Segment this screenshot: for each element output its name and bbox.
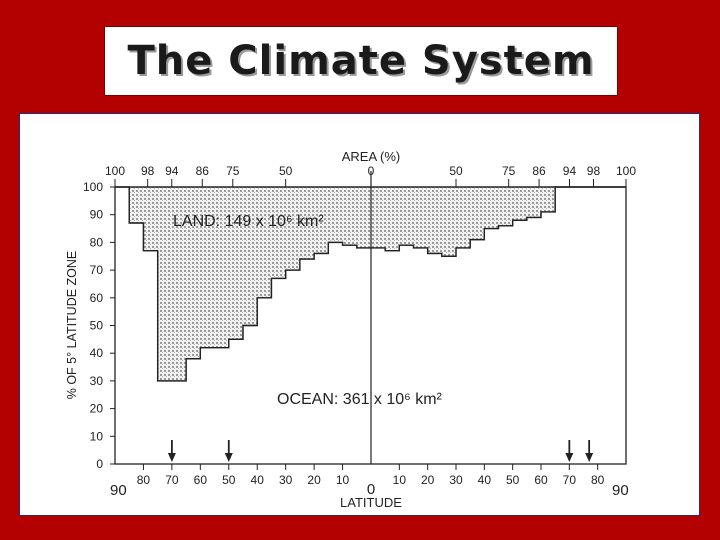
top-tick-label: 94 bbox=[563, 164, 577, 178]
top-tick-label: 75 bbox=[502, 164, 516, 178]
x-tick-label: 80 bbox=[137, 473, 151, 487]
y-axis-label: % OF 5° LATITUDE ZONE bbox=[65, 251, 79, 400]
x-tick-label: 60 bbox=[194, 473, 208, 487]
x-tick-label: 40 bbox=[478, 473, 492, 487]
y-tick-label: 60 bbox=[90, 291, 104, 305]
x-end-label-right: 90 bbox=[612, 482, 629, 499]
x-tick-label: 50 bbox=[222, 473, 236, 487]
top-tick-label: 86 bbox=[532, 164, 546, 178]
top-tick-label: 0 bbox=[368, 164, 375, 178]
x-tick-label: 50 bbox=[506, 473, 520, 487]
top-tick-label: 100 bbox=[105, 164, 125, 178]
down-arrow-icon bbox=[585, 440, 594, 462]
y-tick-label: 70 bbox=[90, 263, 104, 277]
top-tick-label: 100 bbox=[616, 164, 636, 178]
x-tick-label: 70 bbox=[563, 473, 577, 487]
y-tick-label: 50 bbox=[90, 319, 104, 333]
y-tick-label: 80 bbox=[90, 235, 104, 249]
x-tick-label: 70 bbox=[165, 473, 179, 487]
top-tick-label: 75 bbox=[226, 164, 240, 178]
top-tick-label: 98 bbox=[141, 164, 155, 178]
x-tick-label: 40 bbox=[251, 473, 265, 487]
figure-panel: 0 10 20 30 40 50 60 70 80 90 100 100 98 94 86 75 50 0 50 75… bbox=[19, 113, 700, 516]
down-arrow-icon bbox=[167, 440, 176, 462]
top-tick-label: 98 bbox=[587, 164, 601, 178]
x-tick-label: 10 bbox=[393, 473, 407, 487]
x-tick-label: 60 bbox=[534, 473, 548, 487]
y-tick-label: 30 bbox=[90, 374, 104, 388]
x-tick-label: 30 bbox=[279, 473, 293, 487]
y-tick-label: 100 bbox=[83, 180, 103, 194]
ocean-label: OCEAN: 361 x 10⁶ km² bbox=[277, 391, 443, 408]
x-center-label: 0 bbox=[367, 481, 375, 498]
x-tick-label: 20 bbox=[421, 473, 435, 487]
arrow-layer bbox=[167, 440, 594, 462]
slide-title: The Climate System bbox=[127, 38, 595, 84]
y-tick-label: 90 bbox=[90, 208, 104, 222]
top-tick-label: 50 bbox=[449, 164, 463, 178]
land-area-layer bbox=[115, 186, 626, 382]
down-arrow-icon bbox=[565, 440, 574, 462]
top-tick-label: 50 bbox=[279, 164, 293, 178]
down-arrow-icon bbox=[224, 440, 233, 462]
x-end-label-left: 90 bbox=[110, 482, 127, 499]
y-tick-label: 10 bbox=[90, 429, 104, 443]
y-tick-label: 20 bbox=[90, 402, 104, 416]
x-tick-label: 30 bbox=[449, 473, 463, 487]
top-tick-label: 86 bbox=[196, 164, 210, 178]
y-tick-label: 0 bbox=[96, 457, 103, 471]
top-tick-label: 94 bbox=[165, 164, 179, 178]
top-axis-label: AREA (%) bbox=[342, 149, 401, 164]
x-tick-label: 10 bbox=[336, 473, 350, 487]
x-tick-label: 20 bbox=[307, 473, 321, 487]
land-boundary-line bbox=[115, 186, 626, 382]
x-axis-label: LATITUDE bbox=[340, 495, 402, 510]
tick-layer bbox=[110, 179, 627, 470]
x-tick-label: 80 bbox=[591, 473, 605, 487]
land-label: LAND: 149 x 10⁶ km² bbox=[173, 213, 324, 230]
title-box: The Climate System bbox=[104, 26, 618, 96]
y-tick-label: 40 bbox=[90, 346, 104, 360]
